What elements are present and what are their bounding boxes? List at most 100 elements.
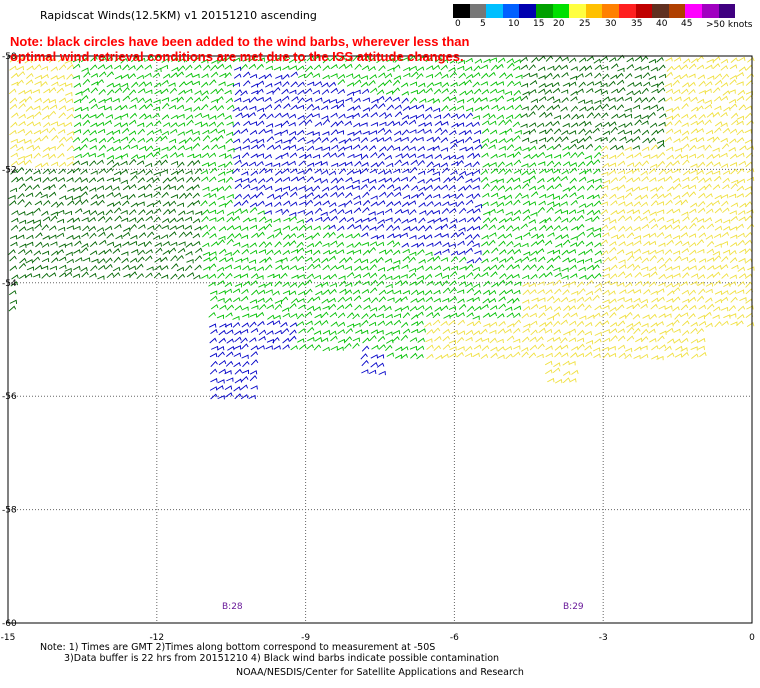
wind-barb <box>410 289 419 296</box>
wind-barb <box>674 199 683 206</box>
wind-barb <box>738 257 746 263</box>
wind-barb <box>579 65 587 72</box>
wind-barb <box>682 58 691 64</box>
wind-barb <box>297 274 305 279</box>
wind-barb <box>513 338 521 343</box>
wind-barb <box>305 97 313 103</box>
wind-barb <box>538 82 547 88</box>
wind-barb <box>618 241 626 247</box>
wind-barb <box>714 121 723 127</box>
wind-barb <box>657 296 665 302</box>
wind-barb <box>145 121 154 128</box>
wind-barb <box>299 201 307 206</box>
wind-barb <box>640 328 649 335</box>
wind-barb <box>314 240 323 247</box>
wind-barb <box>232 82 240 87</box>
wind-barb <box>489 232 497 237</box>
wind-barb <box>256 120 265 127</box>
wind-barb <box>192 176 201 183</box>
wind-barb <box>721 320 729 327</box>
wind-barb <box>458 81 467 87</box>
wind-barb <box>528 122 537 128</box>
wind-barb <box>496 178 504 183</box>
wind-barb <box>618 259 626 264</box>
wind-barb <box>233 345 242 350</box>
wind-barb <box>265 345 273 350</box>
wind-barb <box>474 250 482 255</box>
wind-barb <box>619 136 627 142</box>
wind-barb <box>362 107 371 112</box>
wind-barb <box>339 257 347 264</box>
wind-barb <box>624 282 633 288</box>
wind-barb <box>209 256 218 262</box>
wind-barb <box>154 257 162 263</box>
wind-barb <box>545 225 554 231</box>
wind-barb <box>667 186 675 192</box>
wind-barb <box>26 266 35 271</box>
wind-barb <box>106 154 115 160</box>
wind-barb <box>721 231 730 238</box>
wind-barb <box>240 234 249 239</box>
wind-barb <box>696 128 704 133</box>
wind-barb <box>121 73 130 79</box>
wind-barb <box>690 163 698 168</box>
wind-barb <box>416 136 424 142</box>
wind-barb <box>656 128 665 134</box>
wind-barb <box>736 95 745 101</box>
wind-barb <box>281 307 290 312</box>
wind-barb <box>408 119 417 125</box>
wind-barb <box>209 115 217 120</box>
wind-barb <box>192 233 201 239</box>
wind-barb <box>744 186 752 191</box>
wind-barb <box>473 129 482 135</box>
wind-barb <box>170 114 179 120</box>
lon-label: 0 <box>749 633 755 643</box>
wind-barb <box>264 223 273 230</box>
wind-barb <box>449 129 457 136</box>
wind-barb <box>210 71 219 78</box>
wind-barb <box>649 122 658 128</box>
wind-barb <box>162 208 171 216</box>
wind-barb <box>362 199 371 206</box>
wind-barb <box>250 186 258 191</box>
wind-barb <box>337 78 346 85</box>
wind-barb <box>490 201 498 206</box>
wind-barb <box>81 67 89 72</box>
wind-barb <box>603 217 611 222</box>
wind-barb <box>417 249 425 255</box>
wind-barb <box>305 199 314 206</box>
wind-barb <box>594 338 602 344</box>
wind-barb <box>360 137 369 143</box>
wind-barb <box>275 264 283 270</box>
wind-barb <box>410 298 418 303</box>
wind-barb <box>682 143 690 150</box>
wind-barb <box>666 352 675 358</box>
wind-barb <box>112 272 121 278</box>
wind-barb <box>257 57 265 62</box>
wind-barb <box>690 273 699 278</box>
wind-barb <box>48 110 57 117</box>
wind-barb <box>313 136 322 143</box>
wind-barb <box>193 240 201 247</box>
wind-barb <box>210 128 218 134</box>
wind-barb <box>74 199 83 206</box>
wind-barb <box>209 167 218 174</box>
wind-barb <box>472 225 481 231</box>
wind-barb <box>617 335 626 342</box>
wind-barb <box>362 191 370 198</box>
wind-barb <box>80 185 89 192</box>
wind-barb <box>401 242 409 248</box>
wind-barb <box>96 79 104 85</box>
wind-barb <box>330 240 338 246</box>
wind-barb <box>434 81 442 87</box>
wind-barb <box>56 87 65 94</box>
wind-barb <box>537 104 545 111</box>
wind-barb <box>320 169 329 175</box>
wind-barb <box>672 160 680 166</box>
wind-barb <box>386 57 394 63</box>
wind-barb <box>121 200 130 207</box>
wind-barb <box>274 177 283 184</box>
wind-barb <box>592 127 600 134</box>
wind-barb <box>41 162 49 168</box>
wind-barb <box>664 136 672 143</box>
